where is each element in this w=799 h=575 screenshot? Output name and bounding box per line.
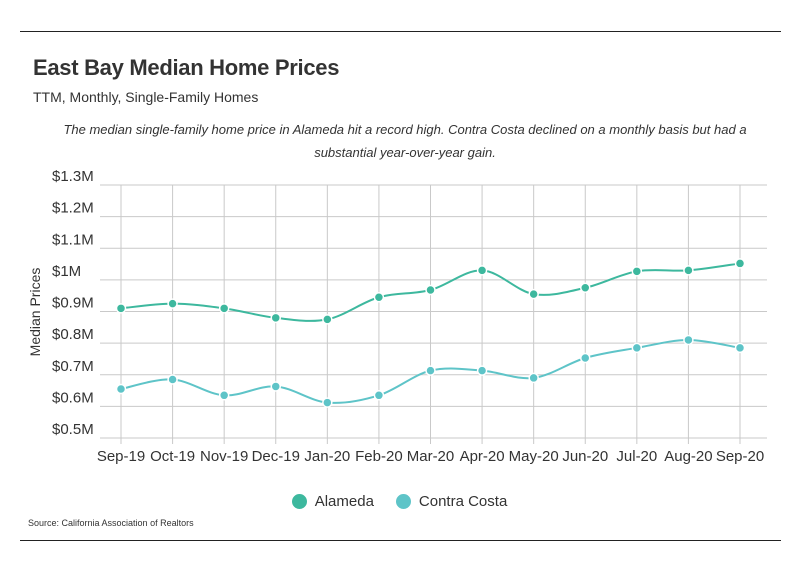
y-tick-label: $1.3M <box>52 168 94 185</box>
y-tick-label: $0.5M <box>52 421 94 438</box>
y-axis-ticks: $0.5M $0.6M $0.7M $0.8M $0.9M $1M $1.1M $1.2M $1… <box>52 168 94 438</box>
x-axis-ticks: Sep-19 Oct-19 Nov-19 Dec-19 Jan-20 Feb-20 Mar-… <box>97 448 764 465</box>
data-point-contra-costa[interactable] <box>580 352 591 364</box>
source-note: Source: California Association of Realto… <box>28 518 194 528</box>
data-point-contra-costa[interactable] <box>218 390 230 401</box>
data-point-alameda[interactable] <box>115 303 127 314</box>
chart-note: The median single-family home price in A… <box>63 122 747 160</box>
y-tick-label: $1.2M <box>52 200 94 217</box>
x-tick-label: Jul-20 <box>616 448 657 465</box>
data-point-alameda[interactable] <box>425 284 436 296</box>
y-tick-label: $1M <box>52 263 81 280</box>
data-point-alameda[interactable] <box>631 266 643 277</box>
x-tick-label: Oct-19 <box>150 448 195 465</box>
x-tick-label: Sep-20 <box>716 448 764 465</box>
y-tick-label: $0.8M <box>52 326 94 343</box>
x-tick-label: Apr-20 <box>460 448 505 465</box>
data-point-alameda[interactable] <box>683 265 694 276</box>
data-point-contra-costa[interactable] <box>373 390 385 401</box>
x-tick-label: Sep-19 <box>97 448 145 465</box>
y-tick-label: $0.7M <box>52 358 94 375</box>
data-point-contra-costa[interactable] <box>683 334 694 346</box>
data-point-alameda[interactable] <box>270 312 281 324</box>
y-tick-label: $0.9M <box>52 295 94 312</box>
y-axis-label: Median Prices <box>27 268 43 357</box>
y-tick-label: $1.1M <box>52 231 94 248</box>
data-point-contra-costa[interactable] <box>270 381 281 392</box>
chart-title: East Bay Median Home Prices <box>33 55 340 80</box>
legend-label-contra-costa: Contra Costa <box>418 493 508 510</box>
grid <box>100 184 767 444</box>
x-tick-label: Aug-20 <box>664 448 712 465</box>
x-tick-label: Mar-20 <box>407 448 455 465</box>
data-point-contra-costa[interactable] <box>476 365 488 376</box>
legend-label-alameda: Alameda <box>314 493 374 510</box>
bottom-rule <box>20 540 781 541</box>
data-point-contra-costa[interactable] <box>528 372 539 384</box>
x-tick-label: Jan-20 <box>304 448 350 465</box>
x-tick-label: Feb-20 <box>355 448 403 465</box>
data-point-alameda[interactable] <box>373 292 385 303</box>
data-point-alameda[interactable] <box>218 303 230 314</box>
data-point-alameda[interactable] <box>476 265 488 276</box>
data-point-contra-costa[interactable] <box>734 342 746 354</box>
series-group <box>115 258 746 408</box>
data-point-alameda[interactable] <box>580 282 591 294</box>
x-tick-label: May-20 <box>509 448 559 465</box>
data-point-contra-costa[interactable] <box>115 383 127 395</box>
legend-item-alameda[interactable]: Alameda <box>291 493 374 510</box>
data-point-contra-costa[interactable] <box>425 365 436 376</box>
data-point-contra-costa[interactable] <box>167 374 178 385</box>
x-tick-label: Dec-19 <box>252 448 300 465</box>
data-point-alameda[interactable] <box>322 314 333 325</box>
data-point-alameda[interactable] <box>528 288 539 300</box>
data-point-alameda[interactable] <box>167 298 178 309</box>
y-tick-label: $0.6M <box>52 389 94 406</box>
legend-item-contra-costa[interactable]: Contra Costa <box>395 493 508 510</box>
legend-swatch-alameda <box>291 494 307 509</box>
data-point-contra-costa[interactable] <box>322 397 333 408</box>
data-point-alameda[interactable] <box>734 258 746 269</box>
legend: Alameda Contra Costa <box>0 493 799 510</box>
legend-swatch-contra-costa <box>395 494 411 509</box>
x-tick-label: Nov-19 <box>200 448 248 465</box>
x-tick-label: Jun-20 <box>562 448 608 465</box>
data-point-contra-costa[interactable] <box>631 342 643 354</box>
chart-subtitle: TTM, Monthly, Single-Family Homes <box>33 89 259 105</box>
top-rule <box>20 31 781 32</box>
